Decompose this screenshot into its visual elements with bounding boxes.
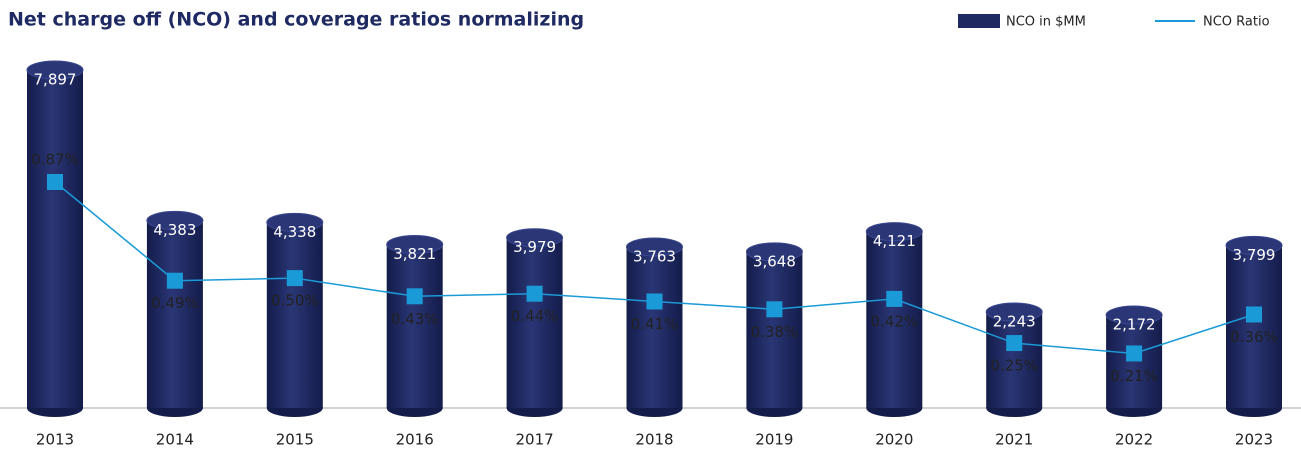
- line-marker: [166, 272, 183, 289]
- x-tick-label: 2016: [396, 431, 434, 449]
- line-value-label: 0.44%: [511, 307, 559, 325]
- x-tick-label: 2013: [36, 431, 74, 449]
- line-value-label: 0.43%: [391, 310, 439, 328]
- legend-label: NCO Ratio: [1203, 15, 1270, 30]
- x-tick-label: 2021: [995, 431, 1033, 449]
- cylinder-top: [146, 210, 204, 230]
- bar: [866, 231, 923, 408]
- line-value-label: 0.21%: [1110, 367, 1158, 385]
- cylinder-top: [985, 302, 1043, 322]
- line-value-label: 0.87%: [31, 151, 79, 169]
- bar-value-label: 2,243: [993, 312, 1036, 330]
- line-marker: [1006, 335, 1023, 352]
- x-tick-label: 2022: [1115, 431, 1153, 449]
- bar-value-label: 3,821: [393, 245, 436, 263]
- line-marker: [646, 293, 663, 310]
- bar: [266, 222, 323, 408]
- line-marker: [886, 290, 903, 307]
- bar: [506, 237, 563, 408]
- legend-label: NCO in $MM: [1006, 15, 1086, 30]
- line-value-label: 0.25%: [990, 357, 1038, 375]
- line-value-label: 0.49%: [151, 294, 199, 312]
- bar-value-label: 3,799: [1233, 246, 1276, 264]
- line-value-label: 0.36%: [1230, 328, 1278, 346]
- bar-value-label: 3,979: [513, 238, 556, 256]
- line-marker: [766, 301, 783, 318]
- bar: [27, 70, 83, 408]
- line-value-label: 0.41%: [631, 315, 679, 333]
- legend-swatch: [958, 14, 1000, 28]
- bar: [986, 311, 1043, 408]
- cylinder-top: [626, 237, 683, 257]
- line-marker: [1246, 306, 1262, 323]
- bar-value-label: 3,763: [633, 247, 676, 265]
- cylinder-top: [266, 212, 324, 232]
- line-marker: [406, 288, 423, 305]
- bar: [746, 251, 803, 408]
- cylinder-top: [1105, 305, 1163, 325]
- cylinder-top: [386, 234, 444, 254]
- cylinder-top: [26, 60, 84, 80]
- cylinder-top: [745, 242, 803, 262]
- line-marker: [47, 174, 63, 190]
- chart-title: Net charge off (NCO) and coverage ratios…: [8, 9, 584, 31]
- cylinder-top: [1225, 235, 1283, 255]
- line-marker: [286, 270, 303, 287]
- bar: [1106, 315, 1163, 408]
- bar: [146, 220, 203, 408]
- x-tick-label: 2020: [875, 431, 913, 449]
- x-tick-label: 2015: [276, 431, 314, 449]
- bar-value-label: 3,648: [753, 252, 796, 270]
- bar-value-label: 2,172: [1113, 316, 1156, 334]
- bar: [1226, 245, 1282, 408]
- bar: [386, 244, 443, 408]
- bar: [626, 246, 683, 408]
- bar-value-label: 4,121: [873, 232, 916, 250]
- x-tick-label: 2014: [156, 431, 194, 449]
- line-value-label: 0.50%: [271, 292, 319, 310]
- line-value-label: 0.38%: [751, 323, 799, 341]
- x-tick-label: 2019: [755, 431, 793, 449]
- cylinder-top: [865, 222, 923, 242]
- line-value-label: 0.42%: [870, 312, 918, 330]
- bar-value-label: 4,338: [273, 223, 316, 241]
- bar-value-label: 7,897: [34, 71, 77, 89]
- line-marker: [1126, 345, 1143, 362]
- x-tick-label: 2017: [516, 431, 554, 449]
- x-tick-label: 2023: [1235, 431, 1273, 449]
- bar-value-label: 4,383: [153, 221, 196, 239]
- line-marker: [526, 285, 543, 302]
- cylinder-top: [506, 228, 564, 248]
- x-tick-label: 2018: [635, 431, 673, 449]
